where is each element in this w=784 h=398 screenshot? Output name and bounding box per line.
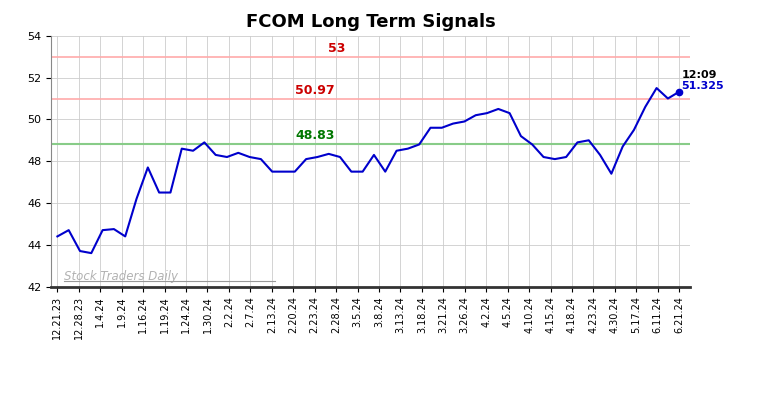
Text: 12:09: 12:09 (681, 70, 717, 80)
Text: 53: 53 (328, 42, 345, 55)
Title: FCOM Long Term Signals: FCOM Long Term Signals (245, 14, 495, 31)
Text: Stock Traders Daily: Stock Traders Daily (64, 270, 178, 283)
Text: 51.325: 51.325 (681, 81, 724, 91)
Text: 48.83: 48.83 (296, 129, 335, 142)
Text: 50.97: 50.97 (296, 84, 335, 98)
